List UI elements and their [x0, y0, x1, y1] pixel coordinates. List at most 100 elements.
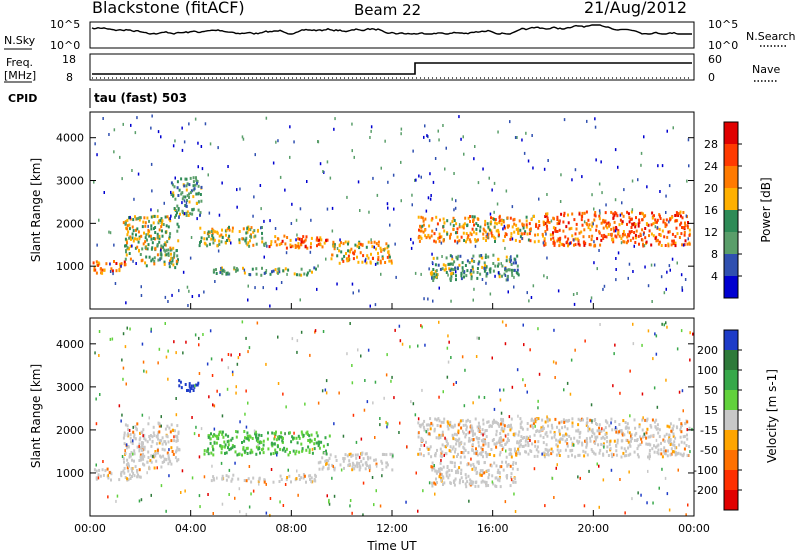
- range-gate-cell: [567, 213, 569, 217]
- range-gate-cell: [611, 238, 614, 242]
- range-gate-cell: [343, 457, 346, 461]
- range-gate-cell: [596, 237, 599, 241]
- range-gate-cell: [225, 478, 228, 482]
- range-gate-cell: [167, 252, 170, 256]
- range-gate-cell: [199, 505, 201, 509]
- range-gate-cell: [501, 219, 503, 223]
- range-gate-cell: [481, 471, 484, 475]
- range-gate-cell: [317, 440, 320, 444]
- range-gate-cell: [480, 432, 483, 436]
- range-gate-cell: [479, 469, 482, 473]
- range-gate-cell: [513, 285, 515, 289]
- range-gate-cell: [148, 435, 151, 438]
- range-gate-cell: [522, 444, 525, 448]
- range-gate-cell: [618, 234, 621, 238]
- range-gate-cell: [641, 440, 643, 444]
- range-gate-cell: [468, 436, 471, 440]
- range-gate-cell: [612, 212, 615, 216]
- range-gate-cell: [103, 268, 106, 272]
- range-gate-cell: [231, 477, 234, 481]
- range-gate-cell: [199, 213, 201, 217]
- range-gate-cell: [560, 242, 563, 246]
- range-gate-cell: [480, 256, 483, 260]
- range-gate-cell: [621, 221, 624, 225]
- colorbar-segment: [724, 122, 738, 144]
- range-gate-cell: [169, 246, 172, 250]
- range-gate-cell: [433, 481, 436, 485]
- range-gate-cell: [132, 439, 134, 443]
- range-gate-cell: [435, 273, 438, 277]
- range-gate-cell: [427, 423, 430, 427]
- range-gate-cell: [447, 476, 450, 480]
- range-gate-cell: [231, 446, 234, 450]
- range-gate-cell: [250, 226, 253, 230]
- range-gate-cell: [671, 239, 674, 243]
- range-gate-cell: [368, 469, 371, 473]
- range-gate-cell: [412, 241, 414, 245]
- range-gate-cell: [663, 291, 666, 295]
- range-gate-cell: [459, 419, 462, 423]
- range-gate-cell: [514, 480, 517, 484]
- range-gate-cell: [445, 474, 448, 478]
- range-gate-cell: [658, 213, 661, 217]
- range-gate-cell: [610, 417, 613, 421]
- range-gate-cell: [491, 356, 493, 360]
- range-gate-cell: [144, 246, 147, 250]
- range-gate-cell: [593, 243, 596, 247]
- range-gate-cell: [166, 451, 169, 455]
- range-gate-cell: [241, 441, 243, 444]
- range-gate-cell: [423, 228, 426, 232]
- range-gate-cell: [455, 255, 458, 259]
- range-gate-cell: [177, 207, 180, 211]
- range-gate-cell: [227, 353, 230, 356]
- range-gate-cell: [206, 244, 209, 248]
- range-gate-cell: [113, 260, 115, 263]
- range-gate-cell: [612, 240, 615, 244]
- range-gate-cell: [363, 408, 366, 412]
- range-gate-cell: [126, 227, 128, 231]
- range-gate-cell: [477, 460, 480, 464]
- range-gate-cell: [325, 452, 328, 456]
- range-gate-cell: [585, 445, 588, 449]
- range-gate-cell: [115, 262, 118, 265]
- range-gate-cell: [198, 200, 200, 204]
- range-gate-cell: [623, 454, 626, 458]
- range-gate-cell: [364, 452, 367, 456]
- range-gate-cell: [438, 320, 440, 324]
- range-gate-cell: [472, 254, 475, 258]
- range-gate-cell: [249, 451, 252, 455]
- range-gate-cell: [622, 230, 625, 233]
- range-gate-cell: [637, 234, 640, 238]
- range-gate-cell: [533, 214, 535, 218]
- range-gate-cell: [568, 434, 571, 438]
- range-gate-cell: [348, 459, 351, 463]
- range-gate-cell: [458, 115, 460, 119]
- range-gate-cell: [660, 452, 663, 456]
- range-gate-cell: [452, 268, 455, 272]
- range-gate-cell: [352, 463, 355, 466]
- range-gate-cell: [480, 453, 483, 457]
- range-gate-cell: [598, 214, 601, 218]
- range-gate-cell: [464, 264, 467, 267]
- range-gate-cell: [595, 224, 598, 228]
- range-gate-cell: [470, 424, 473, 428]
- colorbar-frame: [723, 329, 739, 511]
- range-gate-cell: [160, 135, 162, 139]
- range-gate-cell: [651, 418, 654, 422]
- range-gate-cell: [599, 323, 601, 326]
- range-gate-cell: [597, 443, 600, 447]
- range-gate-cell: [473, 260, 476, 263]
- range-gate-cell: [467, 216, 470, 220]
- range-gate-cell: [247, 434, 250, 438]
- range-gate-cell: [458, 481, 461, 485]
- range-gate-cell: [465, 240, 467, 244]
- range-gate-cell: [559, 438, 561, 442]
- range-gate-cell: [459, 455, 462, 459]
- range-gate-cell: [466, 224, 469, 228]
- range-gate-cell: [290, 480, 292, 484]
- range-gate-cell: [367, 256, 370, 260]
- range-gate-cell: [167, 225, 170, 229]
- range-gate-cell: [449, 254, 452, 258]
- range-gate-cell: [643, 244, 646, 248]
